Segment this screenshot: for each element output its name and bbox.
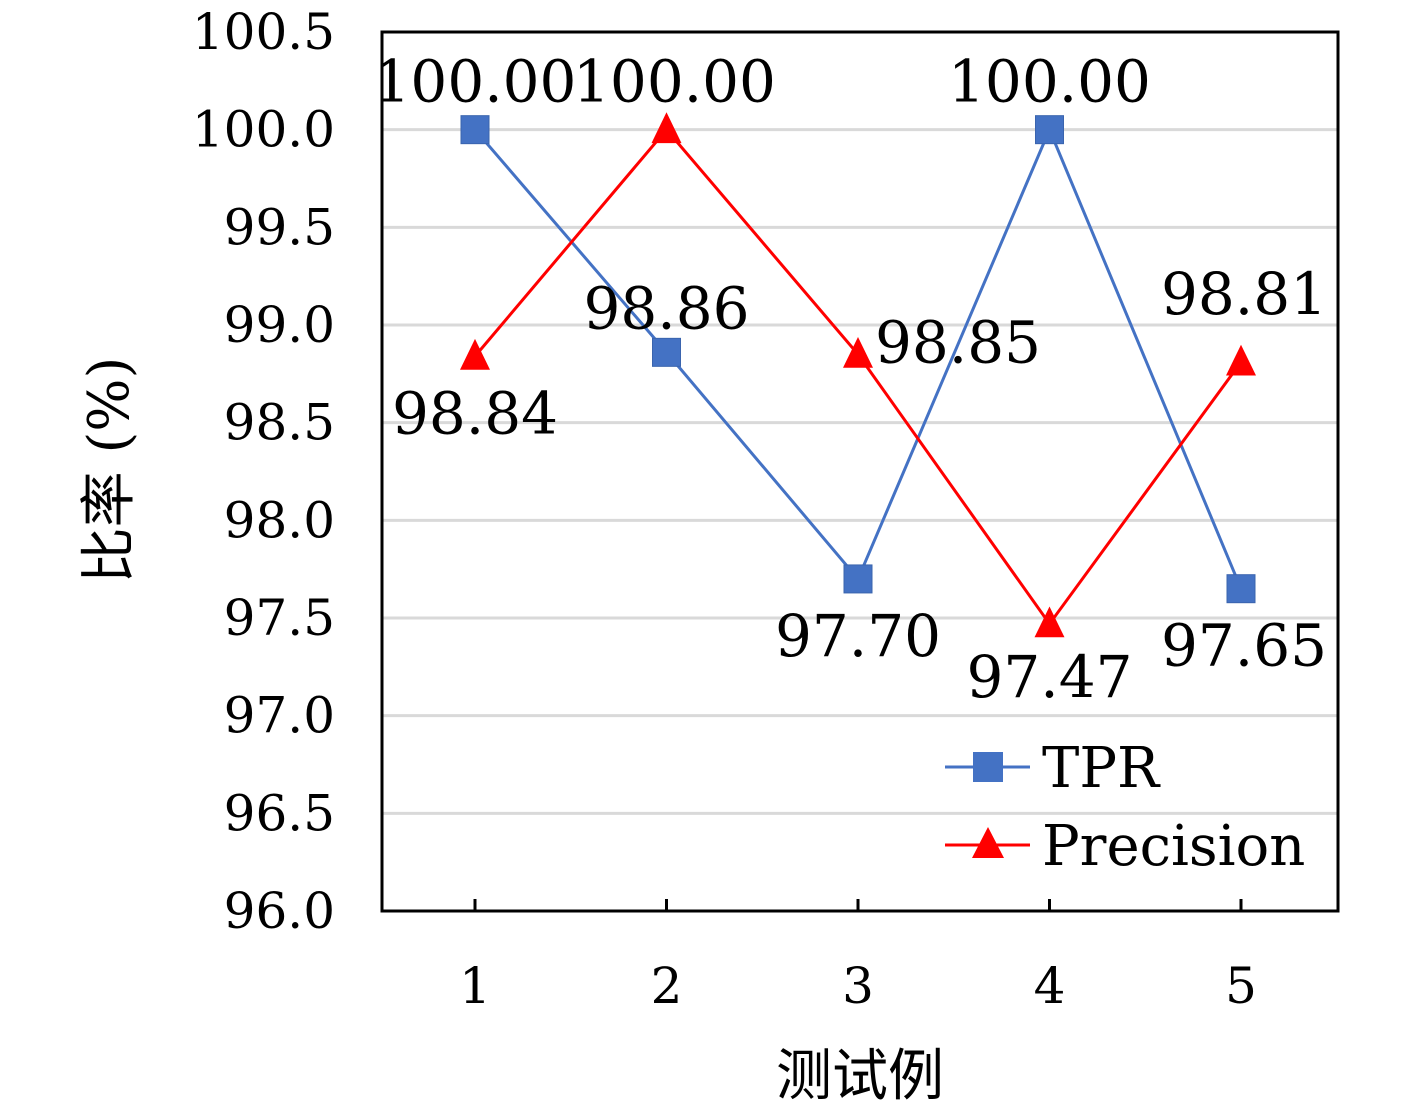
tpr-marker [1035, 115, 1064, 145]
data-label: 98.85 [875, 308, 1041, 376]
plot-frame [380, 30, 1340, 913]
data-label: 98.84 [392, 379, 558, 447]
data-label: 98.86 [583, 274, 749, 342]
data-label: 97.47 [966, 643, 1132, 711]
tpr-marker [460, 115, 490, 145]
tpr-marker [1226, 574, 1256, 604]
precision-marker [843, 336, 873, 368]
data-label: 98.81 [1161, 260, 1327, 328]
legend-label: Precision [1042, 814, 1305, 879]
precision-marker [1034, 606, 1065, 638]
x-tick-label: 2 [651, 957, 683, 1015]
series-line-precision [473, 127, 1243, 627]
y-tick-label: 99.5 [224, 198, 335, 256]
legend-marker-square [973, 752, 1003, 782]
y-tick-label: 96.5 [224, 784, 335, 842]
data-label: 97.65 [1161, 612, 1327, 680]
legend-marker-triangle [972, 827, 1004, 858]
y-tick-label: 99.0 [224, 296, 335, 354]
series-lines [473, 125, 1243, 627]
tpr-marker [843, 564, 873, 594]
y-axis-title: 比率 (%) [77, 357, 142, 584]
y-tick-label: 98.5 [224, 394, 335, 452]
x-tick-label: 3 [842, 957, 874, 1015]
precision-marker [460, 338, 490, 370]
legend-label: TPR [1042, 736, 1161, 801]
data-label: 100.00 [573, 48, 776, 116]
legend: TPR Precision [945, 736, 1305, 879]
precision-marker [1226, 344, 1256, 376]
series-markers [460, 112, 1256, 638]
precision-marker [651, 112, 682, 144]
axes: 96.0 96.5 97.0 97.5 98.0 98.5 99.0 99.5 100.0 100… [192, 3, 1340, 1015]
y-tick-label: 100.0 [192, 101, 335, 159]
data-label: 100.00 [948, 48, 1151, 116]
data-label: 97.70 [775, 602, 941, 670]
y-tick-label: 98.0 [224, 491, 335, 549]
y-tick-label: 96.0 [224, 882, 335, 940]
x-tick-label: 4 [1034, 957, 1066, 1015]
tpr-marker [652, 337, 681, 367]
gridlines [382, 128, 1338, 815]
data-label: 100.00 [374, 48, 577, 116]
x-axis-title: 测试例 [776, 1044, 944, 1109]
y-tick-label: 100.5 [192, 3, 335, 61]
y-tick-label: 97.0 [224, 687, 335, 745]
x-tick-label: 5 [1225, 957, 1257, 1015]
x-tick-label: 1 [459, 957, 491, 1015]
y-tick-label: 97.5 [224, 589, 335, 647]
data-labels: 100.00 98.86 97.70 100.00 97.65 98.84 100.00 98… [374, 48, 1328, 711]
